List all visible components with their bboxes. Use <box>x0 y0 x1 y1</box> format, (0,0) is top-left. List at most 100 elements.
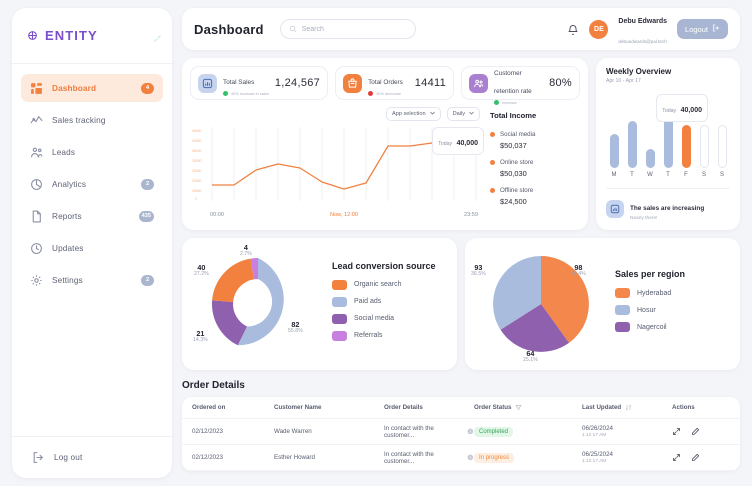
collapse-sidebar-icon[interactable] <box>153 30 162 42</box>
legend-swatch <box>332 296 347 307</box>
search-box[interactable] <box>279 19 416 39</box>
edit-icon[interactable] <box>691 427 700 436</box>
search-input[interactable] <box>301 25 407 33</box>
avatar[interactable]: DE <box>589 19 609 39</box>
slice-value: 93 <box>474 263 483 272</box>
legend-item-hyderabad[interactable]: Hyderabad <box>615 288 734 298</box>
slice-percent: 27.2% <box>194 271 209 278</box>
legend-item-referrals[interactable]: Referrals <box>332 330 451 341</box>
x-tick: 00:00 <box>210 212 224 218</box>
bars <box>606 90 730 168</box>
cell-last-updated: 06/25/2024 1:12:17 AM <box>582 451 672 464</box>
sidebar-nav: Dashboard 4 Sales tracking Leads Ana <box>12 64 172 436</box>
legend-label: Referrals <box>354 332 383 339</box>
stat-title: Total Orders <box>368 78 403 86</box>
logout-icon <box>32 451 45 464</box>
legend-label: Organic search <box>354 281 402 288</box>
cell-customer-name: Esther Howard <box>274 454 315 461</box>
legend-item-social-media[interactable]: Social media <box>332 313 451 324</box>
line-chart-x-axis: 00:00 Now, 12:00 23:59 <box>190 209 480 218</box>
col-actions: Actions <box>672 404 695 411</box>
entity-logo-icon <box>26 29 39 42</box>
stat-subtext: 30% decrease <box>376 90 401 96</box>
table-row[interactable]: 02/12/2023 Wade Warren In contact with t… <box>182 419 740 445</box>
info-icon[interactable] <box>467 454 474 461</box>
svg-text:30000: 30000 <box>192 159 202 163</box>
weekly-footer-text: The sales are increasing Nearly there! <box>630 197 704 221</box>
stat-card-retention-rate[interactable]: Customer retention rate increase 80% <box>461 66 581 105</box>
users-icon <box>30 146 43 159</box>
cell-order-status: Completed <box>474 426 582 437</box>
user-email: debuedwards@pal.tech <box>618 39 667 44</box>
period-dropdown[interactable]: Daily <box>446 107 480 121</box>
table-row[interactable]: 02/12/2023 Esther Howard In contact with… <box>182 445 740 471</box>
slice-percent: 36.5% <box>471 271 486 278</box>
slice-percent: 55.8% <box>288 328 303 335</box>
orders-table: Ordered on Customer Name Order Details O… <box>182 397 740 471</box>
app-selection-dropdown[interactable]: App selection <box>385 107 441 121</box>
notification-bell-icon[interactable] <box>567 23 579 36</box>
lead-conversion-donut[interactable]: 4 2.7% 40 27.2% 21 14.3% 82 55.8% <box>188 238 328 370</box>
cell-actions <box>672 427 730 436</box>
edit-icon[interactable] <box>691 453 700 462</box>
col-customer-name: Customer Name <box>274 404 322 411</box>
page-title: Dashboard <box>194 21 264 37</box>
legend-item-hosur[interactable]: Hosur <box>615 305 734 315</box>
sidebar-badge: 435 <box>138 210 154 222</box>
sidebar-item-settings[interactable]: Settings 2 <box>21 266 163 294</box>
weekly-footer-sub: Nearly there! <box>630 216 658 221</box>
day-label: W <box>647 172 653 178</box>
order-details-text: In contact with the customer... <box>384 424 434 439</box>
stat-card-total-sales[interactable]: Total Sales 40% increase in sales 1,24,5… <box>190 66 329 100</box>
stat-sub: 40% increase in sales <box>223 90 269 96</box>
legend-dot-icon <box>490 188 495 193</box>
svg-text:25000: 25000 <box>192 169 202 173</box>
income-value: $24,500 <box>500 197 527 206</box>
svg-text:15000: 15000 <box>192 189 202 193</box>
sidebar-item-updates[interactable]: Updates <box>21 234 163 262</box>
col-last-updated[interactable]: Last Updated <box>582 404 672 411</box>
income-line-chart[interactable]: 45000 40000 35000 30000 25000 20000 15000 0 … <box>190 125 484 209</box>
slice-value: 21 <box>196 329 205 338</box>
stat-card-total-orders[interactable]: Total Orders 30% decrease 14411 <box>335 66 455 100</box>
filter-icon[interactable] <box>515 404 522 411</box>
income-value: $50,037 <box>500 141 527 150</box>
col-order-status[interactable]: Order Status <box>474 404 582 411</box>
weekly-bar-chart[interactable]: M T W T F S S Today 40,000 <box>606 90 730 182</box>
table-header-row: Ordered on Customer Name Order Details O… <box>182 397 740 419</box>
expand-icon[interactable] <box>672 453 681 462</box>
logout-button[interactable]: Logout <box>677 19 728 39</box>
slice-label-referrals: 4 2.7% <box>240 243 252 258</box>
last-updated-time: 1:12:17 AM <box>582 433 607 438</box>
sidebar-badge: 2 <box>141 274 154 286</box>
sort-icon[interactable] <box>625 404 632 411</box>
sidebar-item-reports[interactable]: Reports 435 <box>21 202 163 230</box>
sidebar-logout-label: Log out <box>54 453 83 462</box>
sidebar-item-dashboard[interactable]: Dashboard 4 <box>21 74 163 102</box>
sidebar-item-sales-tracking[interactable]: Sales tracking <box>21 106 163 134</box>
stat-subtext: increase <box>502 99 517 105</box>
line-chart-zone: App selection Daily <box>190 107 580 218</box>
sales-per-region-card: 98 38.4% 93 36.5% 64 25.1% Sales per reg… <box>465 238 740 370</box>
order-details-title: Order Details <box>182 380 245 391</box>
info-icon[interactable] <box>467 428 474 435</box>
brand: ENTITY <box>12 8 172 64</box>
slice-label-organic-search: 40 27.2% <box>194 263 209 278</box>
cell-ordered-on: 02/12/2023 <box>192 428 223 435</box>
sidebar-label: Settings <box>52 275 83 285</box>
weekly-day-labels: M T W T F S S <box>606 168 730 178</box>
sales-per-region-pie[interactable]: 98 38.4% 93 36.5% 64 25.1% <box>471 238 611 370</box>
slice-label-social-media: 21 14.3% <box>193 329 208 344</box>
sidebar-logout-button[interactable]: Log out <box>12 436 172 478</box>
legend-swatch <box>615 322 630 332</box>
legend-item-paid-ads[interactable]: Paid ads <box>332 296 451 307</box>
expand-icon[interactable] <box>672 427 681 436</box>
legend-item-organic-search[interactable]: Organic search <box>332 279 451 290</box>
sidebar-item-analytics[interactable]: Analytics 2 <box>21 170 163 198</box>
sidebar-label: Analytics <box>52 179 87 189</box>
cell-order-details: In contact with the customer... <box>384 425 474 439</box>
sidebar-item-leads[interactable]: Leads <box>21 138 163 166</box>
legend-item-nagercoil[interactable]: Nagercoil <box>615 322 734 332</box>
pie-icon <box>30 178 43 191</box>
sidebar-badge: 4 <box>141 82 154 94</box>
